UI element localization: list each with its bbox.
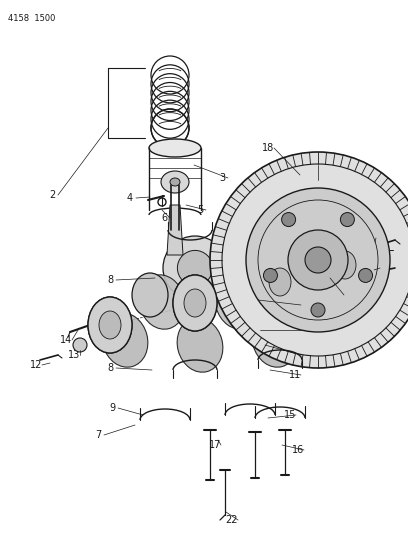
Circle shape bbox=[311, 303, 325, 317]
Text: 8: 8 bbox=[107, 363, 113, 373]
Text: 6: 6 bbox=[161, 213, 167, 223]
Circle shape bbox=[282, 213, 296, 227]
Text: 10: 10 bbox=[289, 300, 301, 310]
Text: 15: 15 bbox=[284, 410, 296, 420]
Text: 21: 21 bbox=[368, 263, 380, 273]
Ellipse shape bbox=[170, 178, 180, 186]
Ellipse shape bbox=[215, 275, 261, 329]
Ellipse shape bbox=[99, 311, 121, 339]
Circle shape bbox=[288, 230, 348, 290]
Text: 4158  1500: 4158 1500 bbox=[8, 14, 55, 23]
Ellipse shape bbox=[292, 238, 328, 282]
Text: 2: 2 bbox=[49, 190, 55, 200]
Text: 8: 8 bbox=[107, 275, 113, 285]
Text: 18: 18 bbox=[262, 143, 274, 153]
Ellipse shape bbox=[334, 251, 356, 279]
Ellipse shape bbox=[273, 273, 286, 290]
Text: 16: 16 bbox=[292, 445, 304, 455]
Ellipse shape bbox=[88, 297, 132, 353]
Text: 5: 5 bbox=[197, 205, 203, 215]
Ellipse shape bbox=[173, 275, 217, 331]
Text: 20: 20 bbox=[364, 233, 376, 243]
Text: 3: 3 bbox=[219, 173, 225, 183]
Circle shape bbox=[340, 213, 355, 227]
Ellipse shape bbox=[188, 295, 202, 311]
Circle shape bbox=[73, 338, 87, 352]
Text: 12: 12 bbox=[30, 360, 42, 370]
Polygon shape bbox=[167, 205, 183, 255]
Text: 7: 7 bbox=[95, 430, 101, 440]
Ellipse shape bbox=[338, 256, 352, 273]
Text: 10: 10 bbox=[289, 350, 301, 360]
Ellipse shape bbox=[102, 313, 148, 367]
Circle shape bbox=[359, 269, 373, 282]
Text: 9: 9 bbox=[109, 403, 115, 413]
Ellipse shape bbox=[258, 254, 302, 310]
Ellipse shape bbox=[149, 139, 201, 157]
Ellipse shape bbox=[88, 297, 132, 353]
Text: 17: 17 bbox=[209, 440, 221, 450]
Text: 14: 14 bbox=[60, 335, 72, 345]
Circle shape bbox=[305, 247, 331, 273]
Circle shape bbox=[246, 188, 390, 332]
Ellipse shape bbox=[258, 254, 302, 310]
Ellipse shape bbox=[295, 274, 335, 326]
Ellipse shape bbox=[161, 171, 189, 193]
Ellipse shape bbox=[323, 237, 367, 293]
Ellipse shape bbox=[323, 237, 367, 293]
Ellipse shape bbox=[173, 275, 217, 331]
Circle shape bbox=[163, 236, 227, 300]
Ellipse shape bbox=[177, 318, 223, 372]
Text: 13: 13 bbox=[68, 350, 80, 360]
Ellipse shape bbox=[217, 256, 253, 300]
Text: 11: 11 bbox=[289, 370, 301, 380]
Ellipse shape bbox=[139, 275, 185, 329]
Text: 4: 4 bbox=[127, 193, 133, 203]
Text: 1: 1 bbox=[335, 290, 341, 300]
Text: 19: 19 bbox=[306, 160, 318, 170]
Circle shape bbox=[210, 152, 408, 368]
Text: 11: 11 bbox=[289, 325, 301, 335]
Circle shape bbox=[264, 269, 277, 282]
Ellipse shape bbox=[184, 289, 206, 317]
Ellipse shape bbox=[103, 317, 117, 334]
Ellipse shape bbox=[269, 268, 291, 296]
Ellipse shape bbox=[252, 313, 298, 367]
Text: 22: 22 bbox=[226, 515, 238, 525]
Ellipse shape bbox=[132, 273, 168, 317]
Circle shape bbox=[177, 251, 213, 286]
